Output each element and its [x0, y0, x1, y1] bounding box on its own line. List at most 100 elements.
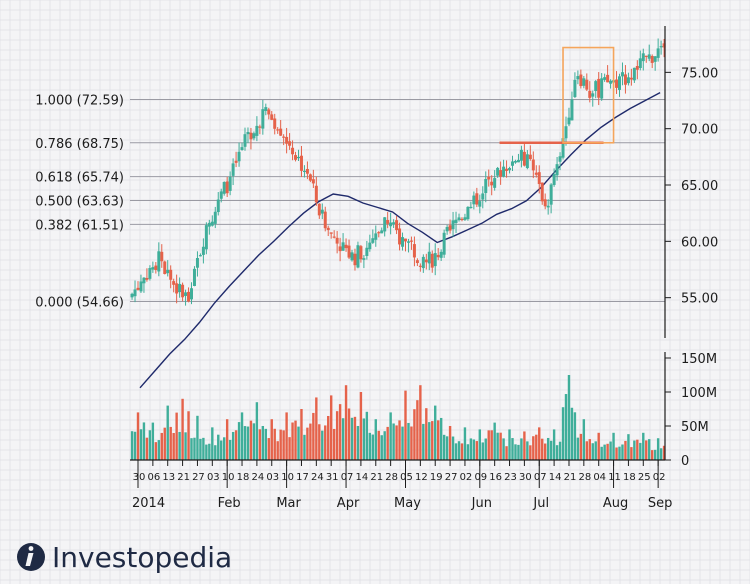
volume-bar: [276, 441, 279, 460]
volume-bar: [133, 431, 137, 460]
volume-bar: [208, 443, 211, 460]
candle-body: [629, 77, 633, 80]
volume-bar: [454, 443, 458, 460]
volume-bar: [639, 442, 642, 460]
candle-body: [192, 268, 196, 287]
date-axis-label: 10: [281, 472, 294, 483]
candle-body: [365, 247, 369, 256]
candle-body: [409, 240, 413, 242]
candle-body: [228, 176, 232, 191]
volume-bar: [318, 424, 321, 460]
candle-body: [484, 178, 488, 194]
volume-bar: [597, 432, 600, 460]
month-label: 2014: [132, 496, 165, 511]
candle-body: [656, 48, 660, 58]
volume-bar: [169, 426, 172, 460]
volume-bar: [175, 412, 178, 460]
candle-body: [653, 56, 657, 62]
date-axis-label: 30: [133, 472, 146, 483]
volume-bar: [341, 418, 345, 460]
volume-bar: [650, 450, 654, 460]
candle-body: [469, 206, 473, 209]
volume-bar: [392, 423, 395, 460]
date-axis-label: 14: [356, 472, 369, 483]
candle-body: [457, 217, 461, 221]
volume-bar: [546, 437, 550, 460]
candle-body: [650, 55, 654, 63]
volume-bar: [502, 438, 505, 460]
volume-bar: [481, 442, 484, 460]
volume-bar: [324, 425, 327, 460]
month-label: Feb: [218, 496, 241, 511]
date-axis-label: 28: [578, 472, 591, 483]
volume-bar: [214, 445, 217, 460]
candle-body: [169, 269, 173, 280]
volume-bar: [154, 442, 158, 460]
candle-body: [302, 170, 306, 173]
date-axis-label: 21: [370, 472, 383, 483]
candle-body: [261, 109, 265, 129]
volume-bar: [315, 397, 318, 460]
candle-body: [335, 237, 339, 244]
candle-body: [451, 220, 455, 230]
date-axis-label: 21: [177, 472, 190, 483]
volume-bar: [475, 441, 479, 460]
candle-body: [258, 126, 262, 128]
candle-body: [219, 191, 223, 199]
date-axis-label: 30: [519, 472, 532, 483]
candle-body: [225, 181, 229, 194]
candle-body: [317, 203, 321, 216]
volume-bar: [264, 428, 268, 460]
candle-body: [466, 206, 470, 220]
candle-body: [442, 232, 446, 255]
volume-bar: [448, 426, 452, 460]
candle-body: [311, 179, 315, 184]
volume-bar: [603, 444, 606, 460]
candle-body: [291, 147, 295, 155]
candle-body: [305, 168, 309, 174]
candle-body: [534, 172, 538, 175]
candle-body: [320, 209, 324, 214]
volume-bar: [148, 430, 152, 460]
logo-stroke-icon: [25, 553, 34, 566]
candle-body: [130, 293, 134, 298]
volume-bar: [535, 434, 538, 460]
volume-bar: [431, 421, 434, 460]
candle-body: [561, 138, 565, 158]
volume-bar: [416, 400, 419, 460]
date-axis-label: 21: [564, 472, 577, 483]
volume-bar: [478, 429, 482, 460]
candle-body: [513, 160, 517, 163]
volume-bar: [353, 416, 357, 460]
volume-bar: [178, 431, 181, 460]
volume-bar: [428, 422, 431, 460]
volume-bar: [612, 432, 615, 460]
candle-body: [142, 277, 146, 284]
volume-bar: [205, 444, 208, 460]
volume-bar: [359, 392, 363, 460]
volume-bar: [514, 444, 517, 460]
volume-bar: [371, 434, 375, 460]
volume-bar: [386, 426, 389, 460]
volume-bar: [327, 415, 330, 460]
volume-bar: [579, 433, 583, 460]
volume-bar: [193, 437, 196, 460]
candle-body: [279, 128, 283, 136]
fib-level-label: 0.000 (54.66): [35, 296, 124, 311]
date-axis-label: 02: [653, 472, 666, 483]
fib-level-label: 0.618 (65.74): [35, 171, 124, 186]
candle-body: [273, 118, 277, 129]
candle-body: [567, 117, 571, 125]
volume-bar: [309, 423, 312, 460]
volume-bar: [618, 446, 621, 460]
volume-bar: [404, 390, 407, 460]
volume-bar: [398, 420, 401, 460]
date-axis-label: 13: [162, 472, 175, 483]
volume-bar: [659, 448, 663, 460]
volume-bar: [490, 430, 493, 460]
candle-body: [243, 134, 247, 147]
candle-body: [421, 256, 425, 269]
candle-body: [626, 77, 630, 84]
candle-body: [401, 237, 405, 247]
candle-body: [522, 151, 526, 166]
